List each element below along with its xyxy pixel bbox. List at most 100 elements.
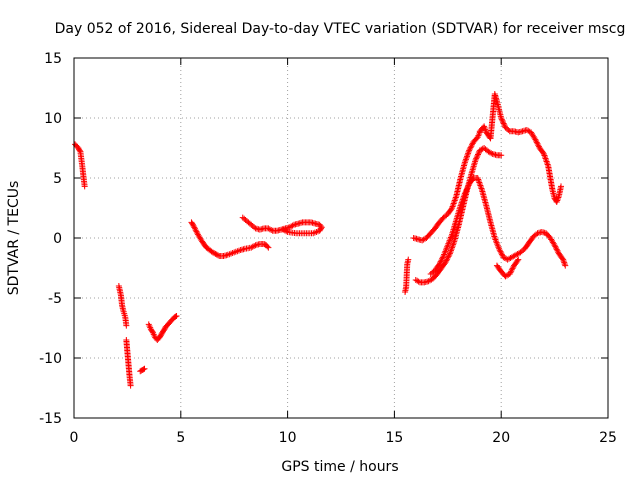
data-point <box>141 365 148 372</box>
data-point <box>533 139 540 146</box>
data-point <box>415 278 422 285</box>
data-point <box>463 187 470 194</box>
x-tick-label: 0 <box>70 430 79 446</box>
data-point <box>558 183 565 190</box>
x-axis-label: GPS time / hours <box>281 459 398 475</box>
data-point <box>213 251 220 258</box>
y-tick-label: 5 <box>53 171 62 187</box>
axis-ticks: 0 5 10 15 20 25 -15 -10 -5 0 5 10 15 <box>39 51 617 446</box>
data-point <box>534 140 541 147</box>
data-point <box>439 254 446 261</box>
data-point <box>467 144 474 151</box>
data-point <box>464 185 471 192</box>
data-point <box>496 245 503 252</box>
data-point <box>76 147 83 154</box>
data-point <box>214 252 221 259</box>
data-point <box>173 313 180 319</box>
data-point <box>508 268 515 275</box>
data-point <box>559 255 566 262</box>
data-point <box>469 141 476 148</box>
data-point <box>508 266 515 273</box>
data-point <box>498 251 505 258</box>
data-point <box>209 249 216 256</box>
y-tick-label: 10 <box>44 111 62 127</box>
data-point <box>473 154 480 161</box>
data-point <box>514 257 521 264</box>
data-point <box>507 269 514 276</box>
data-point <box>474 152 481 159</box>
data-point <box>533 138 540 144</box>
data-point <box>496 247 503 254</box>
x-tick-label: 20 <box>492 430 510 446</box>
data-point <box>140 366 147 373</box>
data-point <box>498 115 505 121</box>
data-point <box>212 250 219 257</box>
y-axis-label: SDTVAR / TECUs <box>6 181 22 296</box>
data-point <box>81 183 88 190</box>
data-point <box>191 224 198 231</box>
plot-border <box>73 57 609 419</box>
data-point <box>461 190 468 197</box>
data-point <box>535 142 542 149</box>
data-point <box>475 150 482 157</box>
data-point <box>500 119 507 126</box>
data-point <box>466 147 473 154</box>
data-point <box>211 250 218 257</box>
data-point <box>553 245 560 251</box>
data-point <box>551 242 558 249</box>
data-point <box>553 246 560 253</box>
x-tick-label: 15 <box>385 430 403 446</box>
data-point <box>500 120 507 127</box>
data-point <box>446 252 453 258</box>
y-tick-label: -15 <box>39 411 62 427</box>
data-point <box>268 227 275 233</box>
data-point <box>472 157 479 163</box>
data-point <box>439 255 446 262</box>
data-point <box>127 382 134 389</box>
data-point <box>540 149 547 156</box>
y-tick-label: -5 <box>48 291 62 307</box>
data-point <box>405 256 412 263</box>
data-point <box>280 226 287 233</box>
data-point <box>498 250 505 256</box>
data-point <box>498 152 505 159</box>
x-tick-label: 10 <box>279 430 297 446</box>
data-point <box>193 228 200 235</box>
x-tick-label: 5 <box>176 430 185 446</box>
data-point <box>192 227 199 234</box>
data-point <box>149 328 156 335</box>
data-point <box>501 121 508 128</box>
data-point <box>462 189 469 196</box>
data-point <box>562 262 569 269</box>
data-point <box>189 221 196 228</box>
data-point <box>463 186 470 193</box>
data-point <box>438 257 445 264</box>
data-point <box>509 265 516 272</box>
data-point <box>473 155 480 162</box>
data-point <box>172 313 179 320</box>
data-point <box>265 244 272 251</box>
data-point <box>464 183 471 190</box>
data-point <box>264 243 271 250</box>
data-point <box>552 243 559 250</box>
data-point <box>466 146 473 152</box>
data-point <box>281 227 288 234</box>
data-point <box>437 258 444 265</box>
data-point <box>192 225 199 232</box>
data-point <box>123 322 130 329</box>
x-tick-label: 25 <box>599 430 617 446</box>
data-point <box>554 247 561 254</box>
data-point <box>465 182 472 189</box>
chart-title: Day 052 of 2016, Sidereal Day-to-day VTE… <box>55 21 626 37</box>
data-point <box>498 116 505 123</box>
data-point <box>532 136 539 143</box>
y-tick-label: 0 <box>53 231 62 247</box>
data-point <box>499 117 506 124</box>
data-point <box>289 222 296 229</box>
data-point <box>190 223 197 229</box>
data-point <box>488 150 495 157</box>
data-point <box>251 243 258 249</box>
y-tick-label: -10 <box>39 351 62 367</box>
